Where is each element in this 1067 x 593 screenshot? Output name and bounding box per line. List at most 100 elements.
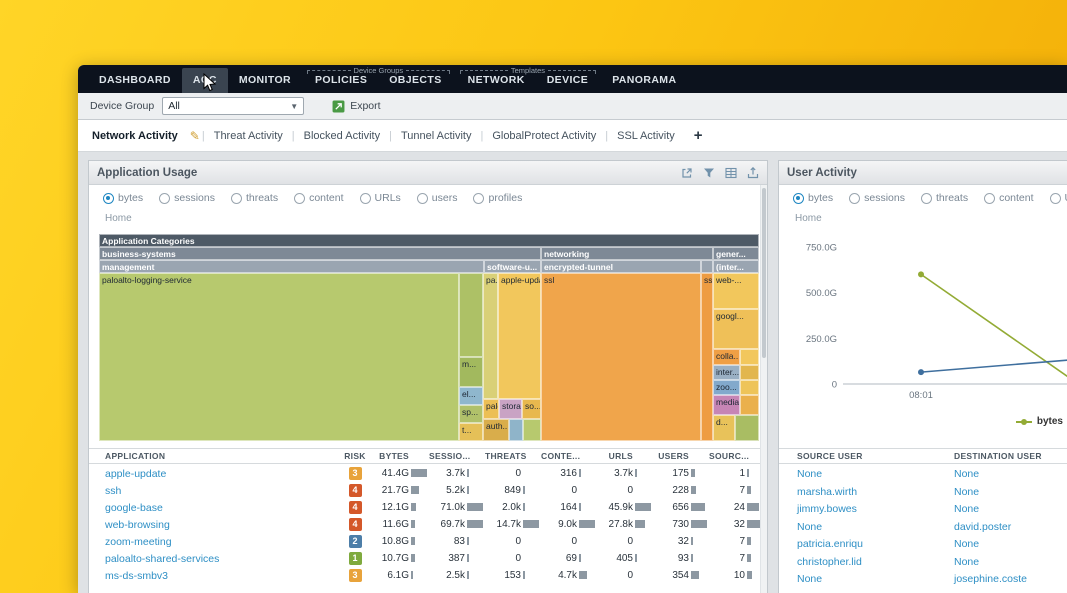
export-panel-icon[interactable] bbox=[747, 166, 759, 179]
treemap-block-networking[interactable]: networking bbox=[541, 247, 713, 260]
nav-tab-monitor[interactable]: MONITOR bbox=[238, 74, 292, 86]
user-link[interactable]: None bbox=[954, 555, 980, 568]
treemap-block-zoo[interactable]: zoo... bbox=[713, 380, 740, 395]
treemap-block-pa[interactable]: pa.... bbox=[483, 273, 498, 399]
treemap-block-encrypted-tunnel[interactable]: encrypted-tunnel bbox=[541, 260, 701, 273]
user-link[interactable]: christopher.lid bbox=[797, 555, 862, 568]
treemap-block-el[interactable]: el... bbox=[459, 387, 483, 405]
treemap-block-ssl[interactable]: ssl bbox=[541, 273, 701, 441]
treemap-block-unlabeled[interactable] bbox=[740, 395, 759, 415]
treemap-block-auth[interactable]: auth... bbox=[483, 419, 509, 441]
treemap-block-unlabeled[interactable] bbox=[740, 380, 759, 395]
app-radio-users[interactable]: users bbox=[416, 192, 457, 204]
popout-icon[interactable] bbox=[681, 167, 693, 179]
scrollbar[interactable] bbox=[760, 185, 767, 593]
user-link[interactable]: None bbox=[954, 503, 980, 515]
treemap-block-paloalto-logging-service[interactable]: paloalto-logging-service bbox=[99, 273, 459, 441]
user-link[interactable]: None bbox=[797, 468, 823, 480]
column-header-sessio[interactable]: SESSIO... bbox=[429, 451, 471, 461]
nav-tab-policies[interactable]: POLICIES bbox=[315, 74, 368, 86]
add-tab-button[interactable]: + bbox=[693, 127, 703, 144]
user-link[interactable]: None bbox=[797, 573, 823, 585]
treemap-block-colla[interactable]: colla... bbox=[713, 349, 740, 365]
tab-blocked-activity[interactable]: Blocked Activity bbox=[303, 129, 381, 142]
app-link[interactable]: zoom-meeting bbox=[105, 536, 172, 548]
column-header-bytes[interactable]: BYTES bbox=[379, 451, 409, 461]
user-link[interactable]: marsha.wirth bbox=[797, 485, 858, 498]
app-link[interactable]: google-base bbox=[105, 502, 163, 514]
treemap-block-inter[interactable]: (inter... bbox=[713, 260, 759, 273]
treemap-block-software-u[interactable]: software-u... bbox=[484, 260, 541, 273]
user-link[interactable]: josephine.coste bbox=[954, 573, 1027, 585]
user-link[interactable]: david.poster bbox=[954, 520, 1012, 533]
filter-icon[interactable] bbox=[703, 167, 715, 179]
app-radio-urls[interactable]: URLs bbox=[359, 192, 401, 204]
treemap-block-web[interactable]: web-... bbox=[713, 273, 759, 309]
app-radio-profiles[interactable]: profiles bbox=[473, 192, 522, 204]
treemap-block-d[interactable]: d... bbox=[713, 415, 735, 441]
export-button[interactable]: Export bbox=[332, 100, 381, 113]
nav-tab-panorama[interactable]: PANORAMA bbox=[612, 74, 677, 86]
user-radio-sessions[interactable]: sessions bbox=[849, 192, 905, 204]
app-link[interactable]: ms-ds-smbv3 bbox=[105, 570, 169, 582]
treemap-block-unlabeled[interactable] bbox=[701, 260, 713, 273]
treemap-block-sp[interactable]: sp... bbox=[459, 405, 483, 423]
column-header-conte[interactable]: CONTE... bbox=[541, 451, 581, 461]
table-view-icon[interactable] bbox=[725, 167, 737, 179]
treemap-block-m[interactable]: m... bbox=[459, 357, 483, 387]
treemap-block-googl[interactable]: googl... bbox=[713, 309, 759, 349]
treemap-block-stora[interactable]: stora... bbox=[499, 399, 522, 419]
chart-point[interactable] bbox=[918, 369, 924, 376]
nav-tab-device[interactable]: DEVICE bbox=[546, 74, 589, 86]
user-radio-bytes[interactable]: bytes bbox=[793, 192, 833, 204]
user-link[interactable]: patricia.enriqu bbox=[797, 538, 863, 550]
treemap-block-unlabeled[interactable] bbox=[459, 273, 483, 357]
nav-tab-dashboard[interactable]: DASHBOARD bbox=[99, 74, 171, 86]
app-link[interactable]: ssh bbox=[105, 485, 122, 497]
scrollbar-thumb[interactable] bbox=[762, 188, 766, 358]
user-link[interactable]: jimmy.bowes bbox=[797, 503, 857, 515]
treemap-block-apple-upda[interactable]: apple-upda... bbox=[498, 273, 541, 399]
tab-tunnel-activity[interactable]: Tunnel Activity bbox=[400, 129, 472, 142]
app-radio-bytes[interactable]: bytes bbox=[103, 192, 143, 204]
treemap-block-application-categories[interactable]: Application Categories bbox=[99, 234, 759, 247]
treemap-block-unlabeled[interactable] bbox=[523, 419, 541, 441]
treemap-block-inter[interactable]: inter... bbox=[713, 365, 740, 380]
treemap-block-unlabeled[interactable] bbox=[509, 419, 523, 441]
column-header-risk[interactable]: RISK bbox=[344, 451, 366, 461]
user-radio-content[interactable]: content bbox=[984, 192, 1034, 204]
user-link[interactable]: None bbox=[797, 520, 823, 533]
treemap-block-unlabeled[interactable] bbox=[740, 349, 759, 365]
tab-globalprotect-activity[interactable]: GlobalProtect Activity bbox=[492, 129, 597, 142]
treemap-block-so[interactable]: so... bbox=[522, 399, 541, 419]
app-link[interactable]: paloalto-shared-services bbox=[105, 553, 220, 565]
edit-pencil-icon[interactable]: ✎ bbox=[189, 128, 200, 143]
nav-tab-objects[interactable]: OBJECTS bbox=[389, 74, 442, 86]
treemap-block-palo[interactable]: palo bbox=[483, 399, 499, 419]
app-radio-content[interactable]: content bbox=[294, 192, 344, 204]
breadcrumb-home[interactable]: Home bbox=[105, 213, 132, 224]
user-link[interactable]: None bbox=[954, 538, 980, 550]
user-radio-urls[interactable]: URLs bbox=[1049, 192, 1067, 204]
column-header-threats[interactable]: THREATS bbox=[485, 451, 527, 461]
column-header-sourc[interactable]: SOURC... bbox=[709, 451, 750, 461]
user-link[interactable]: None bbox=[954, 468, 980, 480]
column-header-users[interactable]: USERS bbox=[658, 451, 689, 461]
treemap-block-management[interactable]: management bbox=[99, 260, 484, 273]
user-link[interactable]: None bbox=[954, 485, 980, 498]
tab-threat-activity[interactable]: Threat Activity bbox=[213, 129, 283, 142]
breadcrumb-home[interactable]: Home bbox=[795, 213, 822, 224]
treemap-block-ssh[interactable]: ssh bbox=[701, 273, 713, 441]
tab-network-activity[interactable]: Network Activity bbox=[92, 129, 178, 142]
app-radio-threats[interactable]: threats bbox=[230, 192, 278, 204]
chart-point[interactable] bbox=[918, 271, 924, 278]
column-header-source-user[interactable]: SOURCE USER bbox=[797, 451, 863, 461]
tab-ssl-activity[interactable]: SSL Activity bbox=[617, 129, 675, 142]
app-link[interactable]: apple-update bbox=[105, 468, 167, 480]
nav-tab-network[interactable]: NETWORK bbox=[467, 74, 525, 86]
treemap-block-t[interactable]: t... bbox=[459, 423, 483, 441]
device-group-select[interactable]: All ▼ bbox=[162, 97, 305, 115]
app-radio-sessions[interactable]: sessions bbox=[159, 192, 215, 204]
treemap-block-unlabeled[interactable] bbox=[740, 365, 759, 380]
column-header-application[interactable]: APPLICATION bbox=[105, 451, 166, 461]
